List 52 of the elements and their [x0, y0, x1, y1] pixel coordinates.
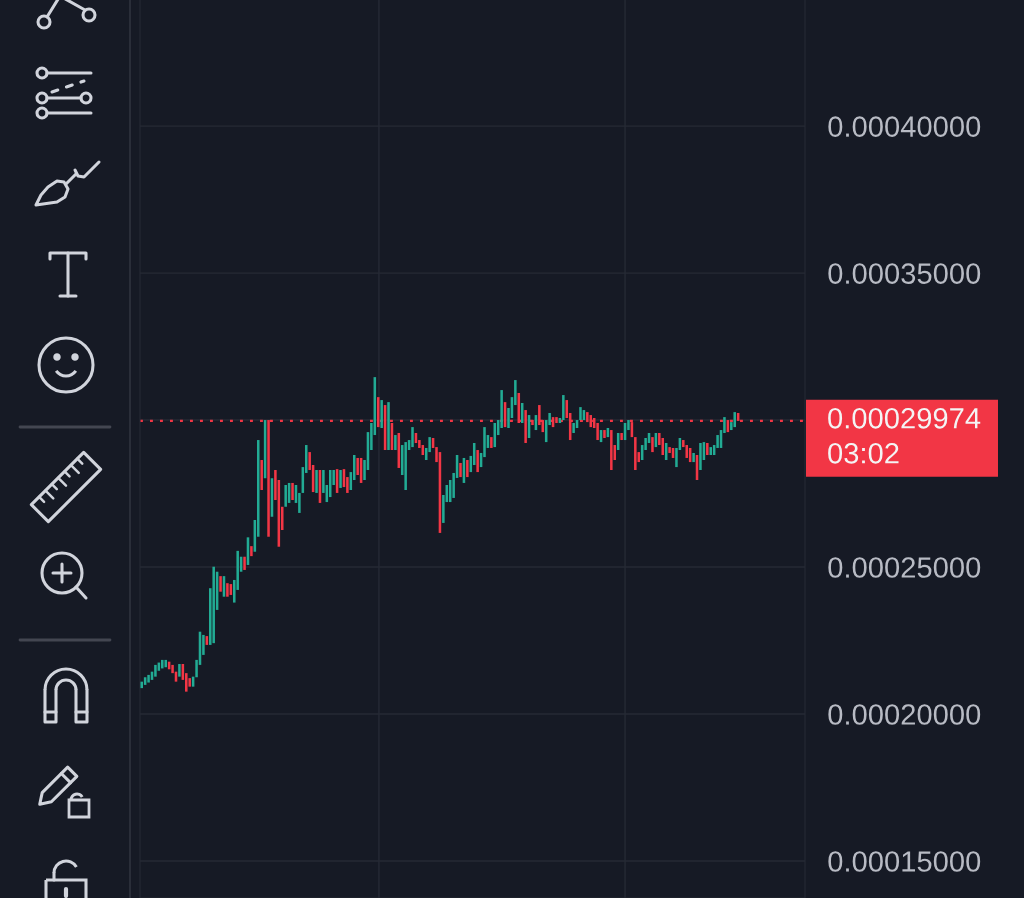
candlestick: [562, 395, 565, 421]
candlestick: [603, 430, 606, 438]
candlestick: [699, 442, 702, 471]
candlestick: [243, 556, 246, 570]
candlestick: [404, 442, 407, 491]
candlestick: [490, 437, 493, 448]
candlestick: [706, 442, 709, 456]
ref-line-label: 0.00029974: [828, 407, 981, 429]
candlestick: [411, 427, 414, 448]
candlestick: [164, 659, 167, 668]
candlestick: [339, 470, 342, 488]
y-tick-label: 0.00035000: [828, 263, 981, 284]
candlestick: [555, 417, 558, 423]
candlestick: [596, 422, 599, 441]
candlestick: [250, 546, 253, 557]
candlestick: [219, 576, 222, 592]
candlestick: [376, 397, 380, 428]
candlestick: [692, 452, 695, 463]
candlestick: [154, 664, 157, 677]
candlestick: [161, 659, 164, 669]
candlestick: [212, 566, 215, 644]
candlestick: [579, 407, 582, 421]
candlestick: [315, 470, 318, 493]
candlestick: [380, 400, 383, 428]
candlestick: [284, 485, 287, 507]
candlestick: [459, 462, 462, 478]
candlestick: [586, 412, 589, 423]
candlestick: [140, 681, 143, 689]
candlestick: [524, 410, 527, 443]
candlestick: [260, 460, 263, 491]
candlestick: [387, 402, 390, 451]
y-tick-label: 0.00040000: [828, 116, 981, 137]
y-tick-label: 0.00015000: [828, 851, 981, 872]
candlestick: [709, 447, 712, 456]
candlestick: [291, 482, 294, 500]
candlestick: [661, 437, 665, 456]
candlestick: [572, 422, 575, 433]
candlestick: [476, 450, 479, 473]
candlestick: [610, 430, 613, 471]
candlestick: [466, 460, 469, 478]
candlestick: [634, 437, 637, 471]
candlestick: [328, 470, 332, 498]
y-tick-label: 0.00025000: [828, 557, 981, 578]
text: 03:02: [828, 442, 899, 464]
y-tick-label: 0.00020000: [828, 704, 981, 725]
candlestick: [733, 412, 736, 428]
candlestick: [651, 437, 654, 453]
candlestick: [178, 664, 181, 677]
candlestick: [226, 583, 229, 597]
candlestick: [394, 435, 397, 451]
candlestick: [147, 674, 150, 683]
candlestick: [620, 432, 623, 441]
